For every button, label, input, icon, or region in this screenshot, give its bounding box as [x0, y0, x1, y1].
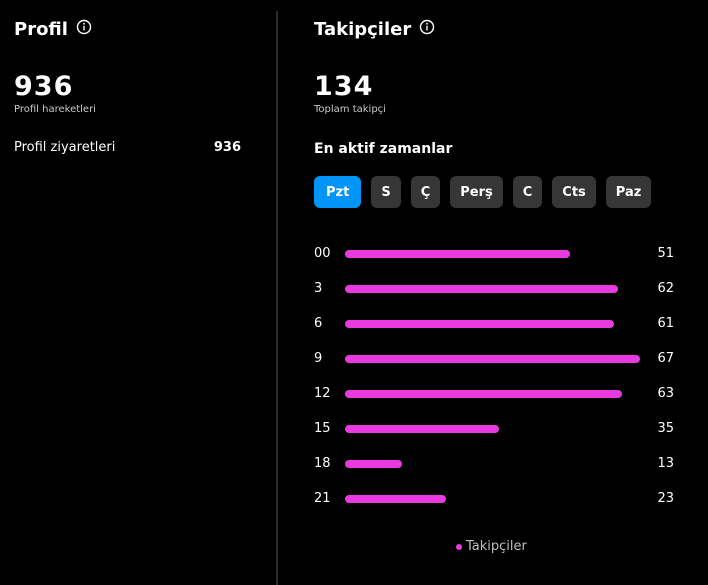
profile-header: Profil: [14, 14, 254, 44]
bar-value-label: 51: [657, 246, 674, 261]
followers-section: Takipçiler 134 Toplam takipçi En aktif z…: [314, 14, 694, 208]
chart-row: 6 61: [314, 306, 674, 341]
hour-label: 21: [314, 491, 331, 506]
bar-track: [345, 355, 640, 363]
profile-title: Profil: [14, 18, 68, 40]
bar-track: [345, 390, 640, 398]
bar-value-label: 63: [657, 386, 674, 401]
followers-header: Takipçiler: [314, 14, 694, 44]
bar-track: [345, 425, 640, 433]
bar-value-label: 62: [657, 281, 674, 296]
info-icon[interactable]: [76, 19, 92, 35]
day-tabs: Pzt S Ç Perş C Cts Paz: [314, 176, 694, 208]
follower-bar: [345, 460, 402, 468]
hour-label: 12: [314, 386, 331, 401]
active-times-title: En aktif zamanlar: [314, 141, 453, 157]
tab-saturday[interactable]: Cts: [552, 176, 596, 208]
follower-bar: [345, 355, 640, 363]
section-divider: [276, 11, 278, 585]
tab-thursday[interactable]: Perş: [450, 176, 503, 208]
follower-bar: [345, 495, 446, 503]
hour-label: 15: [314, 421, 331, 436]
profile-section: Profil 936 Profil hareketleri Profil ziy…: [14, 14, 254, 156]
hour-label: 00: [314, 246, 331, 261]
chart-row: 3 62: [314, 271, 674, 306]
legend-swatch: [456, 543, 462, 550]
chart-row: 15 35: [314, 411, 674, 446]
chart-row: 18 13: [314, 446, 674, 481]
tab-friday[interactable]: C: [512, 176, 543, 208]
chart-row: 21 23: [314, 481, 674, 516]
stat-label: Profil ziyaretleri: [14, 140, 116, 155]
stat-value: 936: [213, 140, 241, 155]
profile-total: 936: [14, 71, 74, 102]
followers-total: 134: [314, 71, 374, 102]
bar-value-label: 13: [657, 456, 674, 471]
tab-tuesday[interactable]: S: [371, 176, 401, 208]
bar-value-label: 23: [657, 491, 674, 506]
active-times-chart: 00 51 3 62 6 61 9 67 12 63 15 35 18 13 21 23: [314, 236, 694, 516]
follower-bar: [345, 320, 614, 328]
stat-row-profile-visits: Profil ziyaretleri 936: [14, 140, 241, 155]
bar-track: [345, 460, 640, 468]
tab-sunday[interactable]: Paz: [605, 176, 652, 208]
bar-track: [345, 285, 640, 293]
chart-row: 9 67: [314, 341, 674, 376]
tab-monday[interactable]: Pzt: [314, 176, 362, 208]
hour-label: 18: [314, 456, 331, 471]
bar-track: [345, 250, 640, 258]
chart-row: 12 63: [314, 376, 674, 411]
profile-total-label: Profil hareketleri: [14, 104, 96, 115]
followers-title: Takipçiler: [314, 18, 412, 40]
legend-label: Takipçiler: [466, 539, 527, 554]
hour-label: 9: [314, 351, 323, 366]
follower-bar: [345, 250, 570, 258]
info-icon[interactable]: [419, 19, 435, 35]
hour-label: 3: [314, 281, 323, 296]
follower-bar: [345, 390, 622, 398]
chart-row: 00 51: [314, 236, 674, 271]
hour-label: 6: [314, 316, 323, 331]
followers-total-label: Toplam takipçi: [314, 104, 386, 115]
bar-track: [345, 495, 640, 503]
bar-value-label: 35: [657, 421, 674, 436]
bar-track: [345, 320, 640, 328]
chart-legend: Takipçiler: [456, 539, 527, 554]
bar-value-label: 61: [657, 316, 674, 331]
tab-wednesday[interactable]: Ç: [410, 176, 441, 208]
bar-value-label: 67: [657, 351, 674, 366]
follower-bar: [345, 425, 499, 433]
follower-bar: [345, 285, 618, 293]
